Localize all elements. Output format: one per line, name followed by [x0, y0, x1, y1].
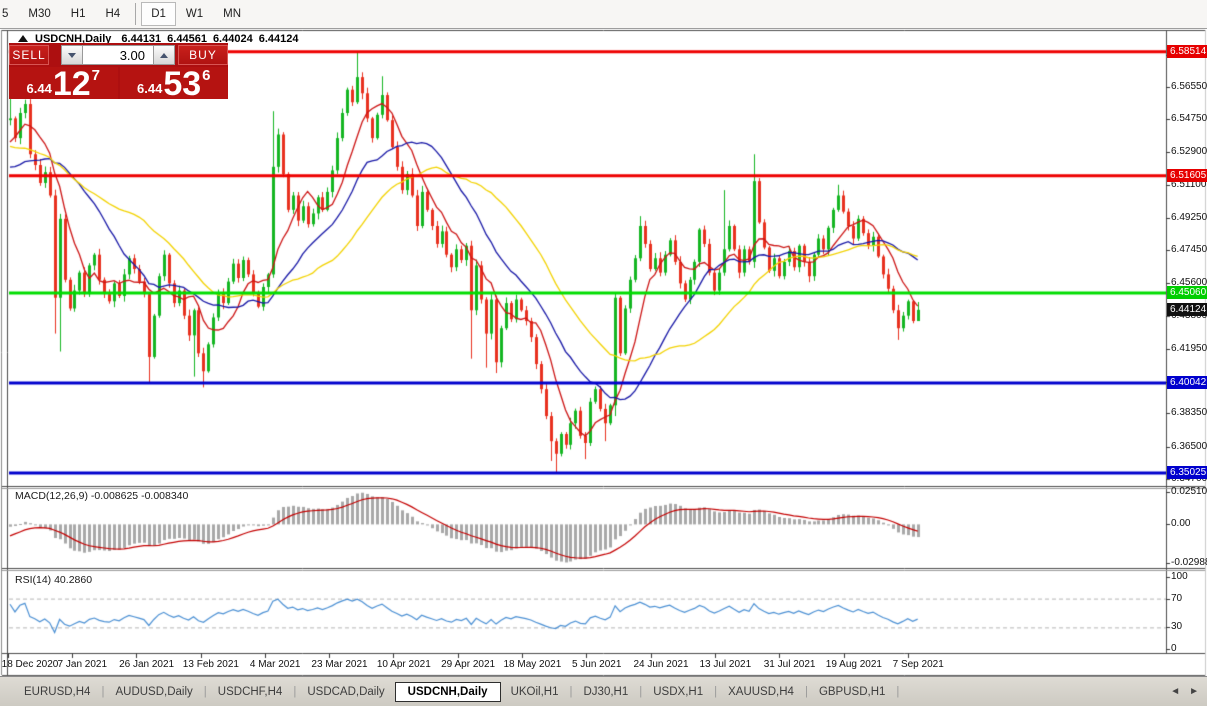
price-axis-label: 6.38350: [1171, 407, 1207, 418]
tab-separator: |: [639, 685, 643, 698]
sell-price-prefix: 6.44: [26, 81, 52, 96]
timeframe-button-d1[interactable]: D1: [141, 2, 176, 26]
date-axis-label: 13 Jul 2021: [699, 659, 752, 670]
date-axis-label: 26 Jan 2021: [119, 659, 175, 670]
date-axis-label: 18 Dec 2020: [1, 659, 59, 670]
rsi-axis-label: 30: [1171, 621, 1183, 632]
tab-separator: |: [293, 685, 297, 698]
volume-decrease-button[interactable]: [61, 45, 83, 65]
tab-separator: |: [714, 685, 718, 698]
timeframe-toolbar: 5 M30 H1 H4 D1 W1 MN: [0, 0, 1207, 29]
date-axis-label: 31 Jul 2021: [763, 659, 816, 670]
price-axis-label: 6.47450: [1171, 244, 1207, 255]
price-axis-label: 6.41950: [1171, 343, 1207, 354]
price-axis-label: 6.54750: [1171, 113, 1207, 124]
macd-axis-label: 0.02510: [1171, 486, 1207, 497]
price-axis-label: 6.51100: [1171, 179, 1207, 190]
macd-axis-label: 0.00: [1171, 518, 1191, 529]
sell-price-pip: 7: [91, 67, 100, 84]
price-level-badge: 6.35025: [1167, 466, 1207, 479]
price-axis-label: 6.56550: [1171, 81, 1207, 92]
triangle-down-icon: [68, 52, 76, 58]
date-axis-label: 18 May 2021: [503, 659, 562, 670]
high-value: 6.44561: [167, 33, 207, 45]
price-axis-label: 6.45600: [1171, 277, 1207, 288]
macd-axis-label: -0.02988: [1171, 557, 1207, 568]
macd-indicator-label: MACD(12,26,9) -0.008625 -0.008340: [15, 490, 189, 502]
tab-eurusd-h4[interactable]: EURUSD,H4: [24, 685, 91, 698]
tab-usdx-h1[interactable]: USDX,H1: [653, 685, 704, 698]
date-axis-label: 4 Mar 2021: [249, 659, 301, 670]
timeframe-button-h1[interactable]: H1: [70, 8, 86, 20]
tab-xauusd-h4[interactable]: XAUUSD,H4: [728, 685, 794, 698]
sell-button[interactable]: SELL: [9, 45, 49, 65]
timeframe-button-5[interactable]: 5: [2, 8, 9, 20]
tab-audusd-daily[interactable]: AUDUSD,Daily: [115, 685, 193, 698]
date-axis-label: 10 Apr 2021: [376, 659, 431, 670]
chart-tab-bar: EURUSD,H4 | AUDUSD,Daily | USDCHF,H4 | USDCAD,…: [0, 676, 1207, 706]
buy-price-prefix: 6.44: [137, 81, 163, 96]
tabs-scroll-right-icon[interactable]: ►: [1189, 686, 1199, 697]
timeframe-button-m30[interactable]: M30: [28, 8, 51, 20]
price-level-badge: 6.40042: [1167, 376, 1207, 389]
tab-dj30-h1[interactable]: DJ30,H1: [583, 685, 629, 698]
date-axis-label: 23 Mar 2021: [311, 659, 368, 670]
current-price-badge: 6.44124: [1167, 303, 1207, 316]
trade-controls-row: SELL BUY: [9, 45, 228, 65]
rsi-indicator-label: RSI(14) 40.2860: [15, 574, 93, 586]
tab-separator: |: [203, 685, 207, 698]
tab-usdchf-h4[interactable]: USDCHF,H4: [217, 685, 283, 698]
tab-separator: |: [101, 685, 105, 698]
tab-usdcnh-daily[interactable]: USDCNH,Daily: [394, 681, 501, 702]
price-axis-label: 6.52900: [1171, 146, 1207, 157]
low-value: 6.44024: [212, 33, 253, 45]
date-axis-label: 29 Apr 2021: [441, 659, 496, 670]
toolbar-separator: [135, 3, 137, 25]
tab-separator: |: [896, 685, 900, 698]
price-level-badge: 6.51605: [1167, 169, 1207, 182]
buy-price[interactable]: 6.44 53 6: [119, 65, 228, 103]
rsi-axis-label: 0: [1171, 643, 1177, 654]
collapse-triangle-icon[interactable]: [18, 35, 28, 42]
tab-scroll-arrows: ◄ ►: [1170, 677, 1199, 706]
trade-prices-row: 6.44 12 7 6.44 53 6: [9, 65, 228, 103]
price-axis-label: 6.49250: [1171, 212, 1207, 223]
date-axis-label: 13 Feb 2021: [182, 659, 239, 670]
volume-increase-button[interactable]: [153, 45, 175, 65]
date-axis-label: 5 Jun 2021: [571, 659, 622, 670]
triangle-up-icon: [160, 52, 168, 58]
price-axis-label: 6.36500: [1171, 441, 1207, 452]
rsi-axis-label: 100: [1171, 571, 1188, 582]
tab-separator: |: [569, 685, 573, 698]
tab-usdcad-daily[interactable]: USDCAD,Daily: [307, 685, 385, 698]
date-axis-label: 7 Jan 2021: [57, 659, 108, 670]
rsi-axis-label: 70: [1171, 593, 1183, 604]
volume-input[interactable]: [83, 45, 153, 65]
timeframe-button-w1[interactable]: W1: [185, 8, 204, 20]
price-level-badge: 6.45060: [1167, 286, 1207, 299]
tab-ukoil-h1[interactable]: UKOil,H1: [510, 685, 559, 698]
tab-gbpusd-h1[interactable]: GBPUSD,H1: [818, 685, 886, 698]
timeframe-button-mn[interactable]: MN: [223, 8, 242, 20]
open-value: 6.44131: [121, 33, 162, 45]
buy-price-main: 53: [163, 65, 202, 103]
sell-price-main: 12: [52, 65, 91, 103]
date-axis-label: 7 Sep 2021: [892, 659, 944, 670]
tabs-scroll-left-icon[interactable]: ◄: [1170, 686, 1181, 697]
chart-title: USDCNH,Daily 6.44131 6.44561 6.44024 6.44124: [18, 33, 298, 45]
buy-price-pip: 6: [202, 67, 211, 84]
buy-button[interactable]: BUY: [178, 45, 228, 65]
date-axis-label: 19 Aug 2021: [825, 659, 882, 670]
tab-separator: |: [804, 685, 808, 698]
sell-price[interactable]: 6.44 12 7: [9, 65, 118, 103]
symbol-period-label: USDCNH,Daily: [35, 33, 112, 45]
date-axis-label: 24 Jun 2021: [633, 659, 689, 670]
close-value: 6.44124: [258, 33, 299, 45]
price-level-badge: 6.58514: [1167, 45, 1207, 58]
timeframe-button-h4[interactable]: H4: [105, 8, 121, 20]
